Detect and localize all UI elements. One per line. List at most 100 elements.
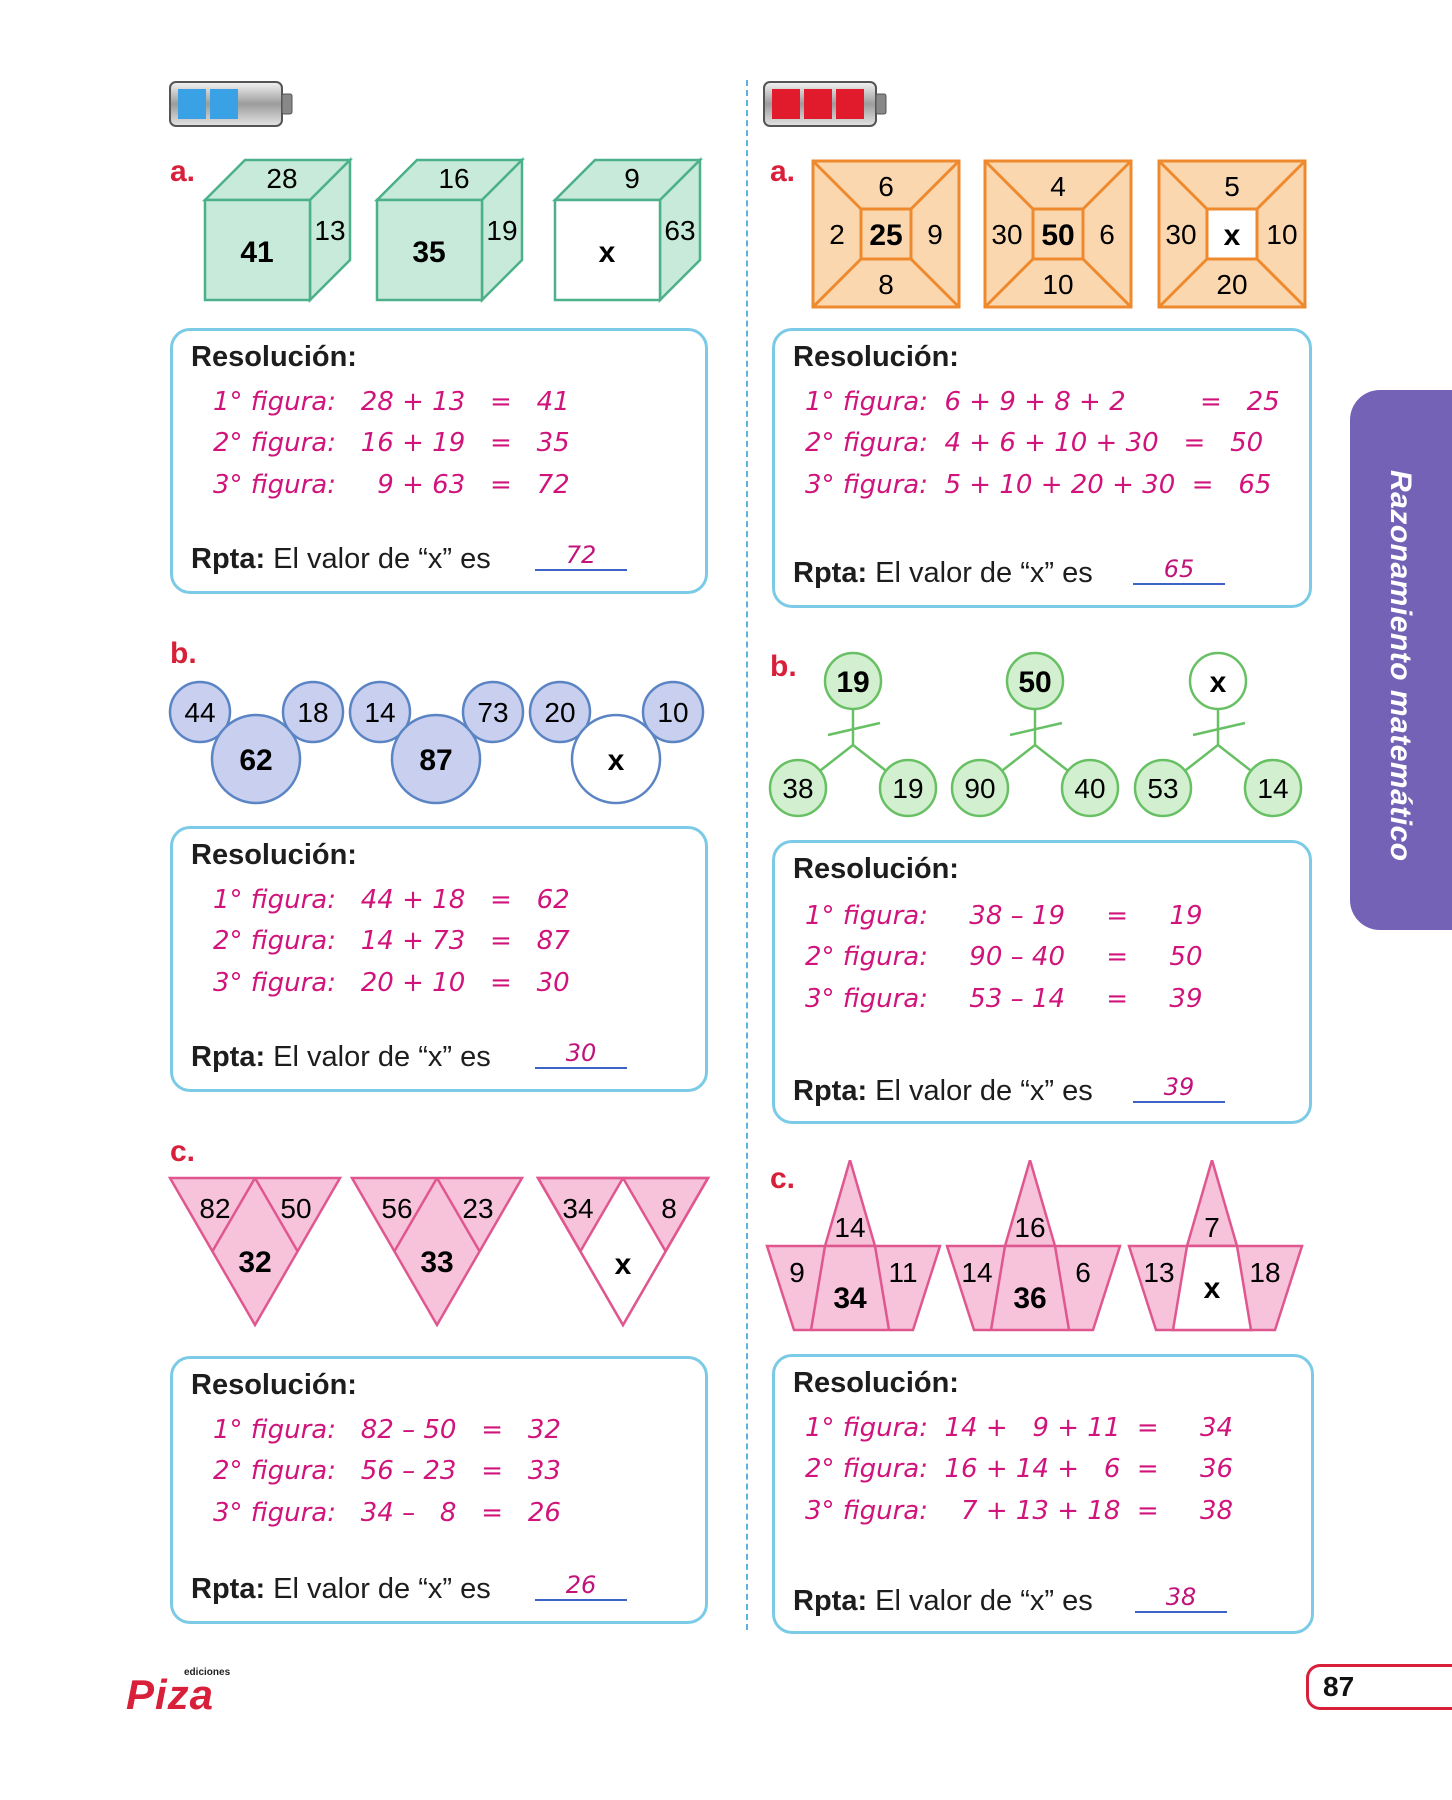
- svg-text:x: x: [615, 1248, 632, 1281]
- svg-text:44: 44: [184, 697, 215, 728]
- resolution-title: Resolución:: [191, 839, 357, 871]
- svg-text:32: 32: [238, 1246, 271, 1279]
- publisher-logo: ediciones Piza: [126, 1667, 231, 1718]
- svg-text:6: 6: [1075, 1257, 1091, 1288]
- svg-text:8: 8: [661, 1193, 677, 1224]
- svg-text:x: x: [1210, 666, 1227, 699]
- svg-text:14: 14: [364, 697, 395, 728]
- battery-icon-red: [763, 81, 887, 127]
- frame-figure-3: 5 30 10 20 x: [1157, 159, 1307, 309]
- answer-value: 65: [1133, 555, 1225, 585]
- svg-text:10: 10: [1042, 269, 1073, 300]
- solution-line-1: 1° figura: 28 + 13 = 41: [213, 387, 570, 417]
- answer-sentence: Rpta: El valor de “x” es: [191, 1573, 491, 1605]
- svg-text:73: 73: [477, 697, 508, 728]
- triangle-figures: 82 50 32 56 23 33 34 8 x: [168, 1176, 711, 1328]
- solution-line-1: 1° figura: 14 + 9 + 11 = 34: [805, 1413, 1234, 1443]
- cube-2-top: 16: [438, 163, 469, 194]
- circle-figure-3: 20 10 x: [528, 680, 705, 805]
- svg-text:10: 10: [1266, 219, 1297, 250]
- svg-text:20: 20: [1216, 269, 1247, 300]
- cube-3-side: 63: [664, 215, 695, 246]
- answer-value: 72: [535, 541, 627, 571]
- answer-sentence: Rpta: El valor de “x” es: [793, 1585, 1093, 1617]
- svg-text:7: 7: [1204, 1212, 1220, 1243]
- cube-2-side: 19: [486, 215, 517, 246]
- solution-line-2: 2° figura: 4 + 6 + 10 + 30 = 50: [805, 428, 1264, 458]
- svg-text:4: 4: [1050, 171, 1066, 202]
- svg-text:x: x: [1224, 219, 1241, 252]
- resolution-title: Resolución:: [793, 1367, 959, 1399]
- star-figures: 14 9 11 34 16 14 6 36 7 13 18 x: [765, 1160, 1304, 1332]
- exercise-label-b-right: b.: [770, 650, 797, 683]
- svg-text:9: 9: [927, 219, 943, 250]
- svg-text:87: 87: [419, 744, 452, 777]
- answer-sentence: Rpta: El valor de “x” es: [191, 1041, 491, 1073]
- svg-text:19: 19: [836, 666, 869, 699]
- svg-text:6: 6: [1099, 219, 1115, 250]
- resolution-title: Resolución:: [191, 341, 357, 373]
- solution-line-3: 3° figura: 9 + 63 = 72: [213, 470, 570, 500]
- svg-text:23: 23: [462, 1193, 493, 1224]
- svg-text:14: 14: [961, 1257, 992, 1288]
- cube-3-top: 9: [624, 163, 640, 194]
- cube-figures: 28 13 41 16 19 35 9 63 x: [201, 156, 704, 304]
- svg-text:19: 19: [892, 773, 923, 804]
- star-figure-2: 16 14 6 36: [945, 1160, 1122, 1332]
- svg-text:34: 34: [833, 1282, 867, 1315]
- svg-text:16: 16: [1014, 1212, 1045, 1243]
- svg-text:36: 36: [1013, 1282, 1046, 1315]
- svg-text:x: x: [1204, 1272, 1221, 1305]
- exercise-label-a-right: a.: [770, 155, 796, 188]
- answer-sentence: Rpta: El valor de “x” es: [191, 543, 491, 575]
- cube-1-top: 28: [266, 163, 297, 194]
- answer-value: 38: [1135, 1583, 1227, 1613]
- resolution-box-left-b: Resolución: 1° figura: 44 + 18 = 62 2° f…: [170, 826, 708, 1092]
- answer-sentence: Rpta: El valor de “x” es: [793, 1075, 1093, 1107]
- solution-line-3: 3° figura: 53 – 14 = 39: [805, 984, 1203, 1014]
- svg-text:40: 40: [1074, 773, 1105, 804]
- triangle-figure-3: 34 8 x: [535, 1176, 711, 1328]
- tree-figures: 19 38 19 50 90 40 x 53 14: [768, 651, 1303, 818]
- svg-text:50: 50: [1018, 666, 1051, 699]
- section-side-tab: [1350, 390, 1452, 930]
- exercise-label-a-left: a.: [170, 155, 196, 188]
- svg-text:90: 90: [964, 773, 995, 804]
- cube-1-front: 41: [240, 236, 273, 269]
- svg-text:14: 14: [834, 1212, 865, 1243]
- solution-line-1: 1° figura: 6 + 9 + 8 + 2 = 25: [805, 387, 1280, 417]
- answer-sentence: Rpta: El valor de “x” es: [793, 557, 1093, 589]
- cube-figure-3: 9 63 x: [551, 156, 704, 304]
- circle-figure-2: 14 73 87: [348, 680, 525, 805]
- resolution-title: Resolución:: [793, 341, 959, 373]
- answer-value: 30: [535, 1039, 627, 1069]
- solution-line-2: 2° figura: 16 + 19 = 35: [213, 428, 570, 458]
- frame-figures: 6 2 9 8 25 4 30 6 10 50 5 30 10 20 x: [811, 159, 1307, 309]
- cube-1-side: 13: [314, 215, 345, 246]
- solution-line-3: 3° figura: 34 – 8 = 26: [213, 1498, 561, 1528]
- svg-text:11: 11: [888, 1257, 917, 1288]
- tree-figure-2: 50 90 40: [950, 651, 1120, 818]
- triangle-figure-2: 56 23 33: [349, 1176, 525, 1328]
- star-figure-3: 7 13 18 x: [1127, 1160, 1304, 1332]
- triangle-figure-1: 82 50 32: [168, 1176, 343, 1328]
- svg-text:5: 5: [1224, 171, 1240, 202]
- exercise-label-c-left: c.: [170, 1135, 196, 1168]
- solution-line-1: 1° figura: 44 + 18 = 62: [213, 885, 570, 915]
- solution-line-1: 1° figura: 38 – 19 = 19: [805, 901, 1203, 931]
- svg-text:56: 56: [381, 1193, 412, 1224]
- svg-text:62: 62: [239, 744, 272, 777]
- svg-text:6: 6: [878, 171, 894, 202]
- svg-text:53: 53: [1147, 773, 1178, 804]
- svg-text:25: 25: [869, 219, 902, 252]
- svg-text:9: 9: [789, 1257, 805, 1288]
- solution-line-3: 3° figura: 5 + 10 + 20 + 30 = 65: [805, 470, 1272, 500]
- page-number: 87: [1306, 1664, 1452, 1710]
- tree-figure-3: x 53 14: [1133, 651, 1303, 818]
- section-title: Razonamiento matemático: [1384, 470, 1417, 862]
- svg-text:82: 82: [199, 1193, 230, 1224]
- svg-text:33: 33: [420, 1246, 453, 1279]
- cube-figure-2: 16 19 35: [373, 156, 526, 304]
- cube-3-front: x: [599, 236, 616, 269]
- svg-text:13: 13: [1143, 1257, 1174, 1288]
